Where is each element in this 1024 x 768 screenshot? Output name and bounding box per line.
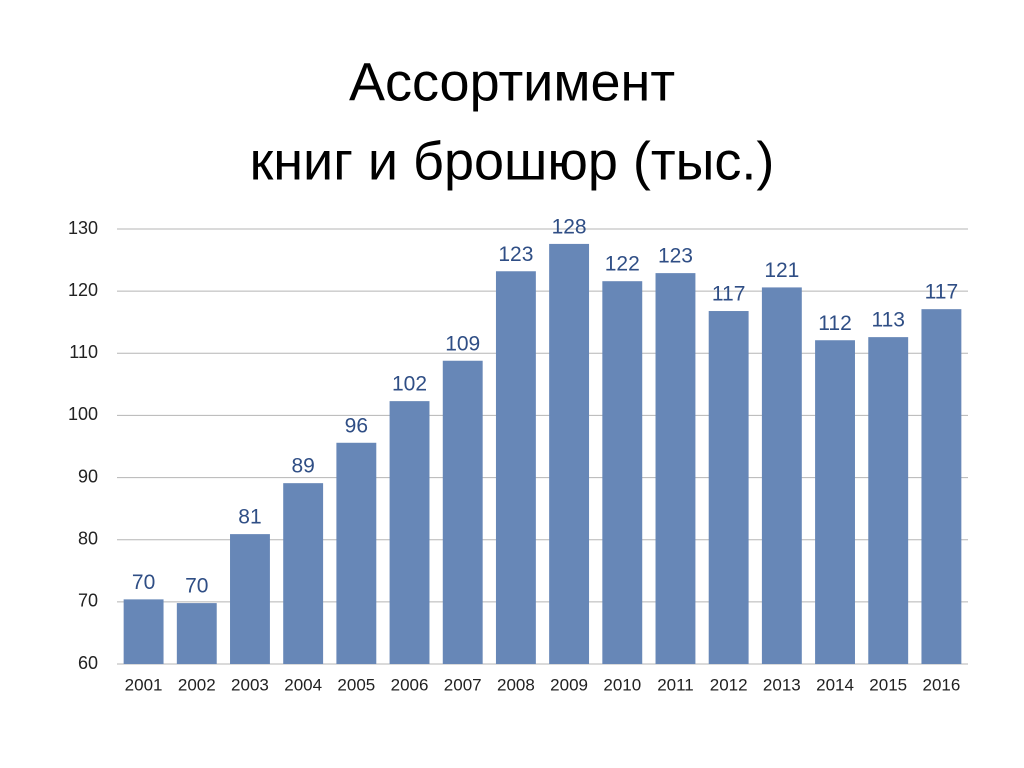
x-tick-label: 2009 <box>550 675 588 694</box>
y-tick-label: 60 <box>78 653 98 673</box>
bar <box>123 599 164 664</box>
x-tick-label: 2008 <box>497 675 535 694</box>
x-tick-label: 2001 <box>125 675 163 694</box>
value-label: 123 <box>658 245 693 268</box>
value-label: 89 <box>291 455 314 478</box>
x-tick-label: 2007 <box>444 675 482 694</box>
bar <box>815 340 855 664</box>
chart-title: книг и брошюр (тыс.) <box>250 131 775 191</box>
bar <box>442 360 483 664</box>
bar <box>761 287 802 664</box>
x-tick-label: 2003 <box>231 675 269 694</box>
value-label: 96 <box>345 414 368 437</box>
x-tick-label: 2015 <box>869 675 907 694</box>
x-tick-label: 2004 <box>284 675 322 694</box>
value-label: 123 <box>498 243 533 266</box>
bar <box>921 309 962 664</box>
bar <box>283 483 324 664</box>
value-label: 109 <box>445 332 480 355</box>
x-tick-label: 2010 <box>603 675 641 694</box>
bar <box>495 271 536 664</box>
y-tick-label: 90 <box>78 466 98 486</box>
chart-title: Ассортимент <box>349 52 675 112</box>
value-label: 70 <box>132 571 155 594</box>
x-tick-label: 2006 <box>391 675 429 694</box>
value-label: 113 <box>871 309 904 332</box>
value-label: 122 <box>605 253 640 276</box>
value-label: 70 <box>185 575 208 598</box>
value-label: 121 <box>764 259 799 282</box>
value-label: 102 <box>392 373 427 396</box>
y-tick-label: 80 <box>78 528 98 548</box>
x-tick-label: 2002 <box>178 675 216 694</box>
x-tick-label: 2016 <box>922 675 960 694</box>
x-tick-label: 2012 <box>710 675 748 694</box>
value-label: 81 <box>238 506 261 529</box>
bar <box>868 337 909 664</box>
bar <box>655 273 696 664</box>
bar <box>176 603 217 664</box>
bar <box>708 311 749 664</box>
bar <box>336 442 377 664</box>
value-label: 112 <box>818 312 851 335</box>
bar <box>230 534 270 664</box>
x-tick-label: 2005 <box>337 675 375 694</box>
bar <box>602 281 643 664</box>
value-label: 128 <box>552 215 587 238</box>
bar <box>549 243 590 664</box>
x-tick-label: 2011 <box>657 675 694 694</box>
value-label: 117 <box>925 281 958 304</box>
y-tick-label: 70 <box>78 591 98 611</box>
y-tick-label: 130 <box>68 218 98 238</box>
bar <box>389 401 430 664</box>
value-label: 117 <box>712 283 745 306</box>
y-tick-label: 120 <box>68 280 98 300</box>
x-tick-label: 2014 <box>816 675 854 694</box>
y-tick-label: 100 <box>68 404 98 424</box>
y-tick-label: 110 <box>69 342 98 362</box>
x-tick-label: 2013 <box>763 675 801 694</box>
